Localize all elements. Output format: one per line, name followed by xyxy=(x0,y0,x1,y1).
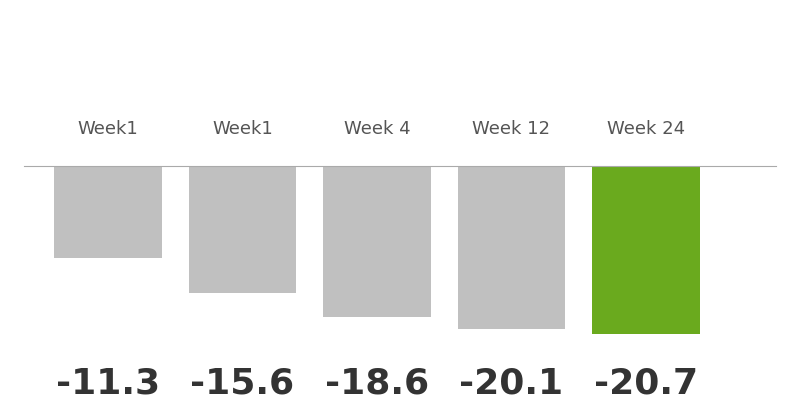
FancyBboxPatch shape xyxy=(458,165,565,329)
Text: -20.1: -20.1 xyxy=(459,366,563,400)
Text: Week1: Week1 xyxy=(78,120,138,138)
Text: Week1: Week1 xyxy=(212,120,273,138)
Text: Least squares mean changes in Urticaria Activity Scores among
patients on remibr: Least squares mean changes in Urticaria … xyxy=(0,34,800,80)
Text: -20.7: -20.7 xyxy=(594,366,698,400)
Text: Week 24: Week 24 xyxy=(606,120,685,138)
FancyBboxPatch shape xyxy=(189,165,296,293)
FancyBboxPatch shape xyxy=(54,165,162,257)
Text: -11.3: -11.3 xyxy=(56,366,160,400)
Text: Week 4: Week 4 xyxy=(344,120,410,138)
Text: -18.6: -18.6 xyxy=(325,366,429,400)
Text: -15.6: -15.6 xyxy=(190,366,294,400)
Text: Week 12: Week 12 xyxy=(472,120,550,138)
FancyBboxPatch shape xyxy=(323,165,430,317)
FancyBboxPatch shape xyxy=(592,165,699,334)
